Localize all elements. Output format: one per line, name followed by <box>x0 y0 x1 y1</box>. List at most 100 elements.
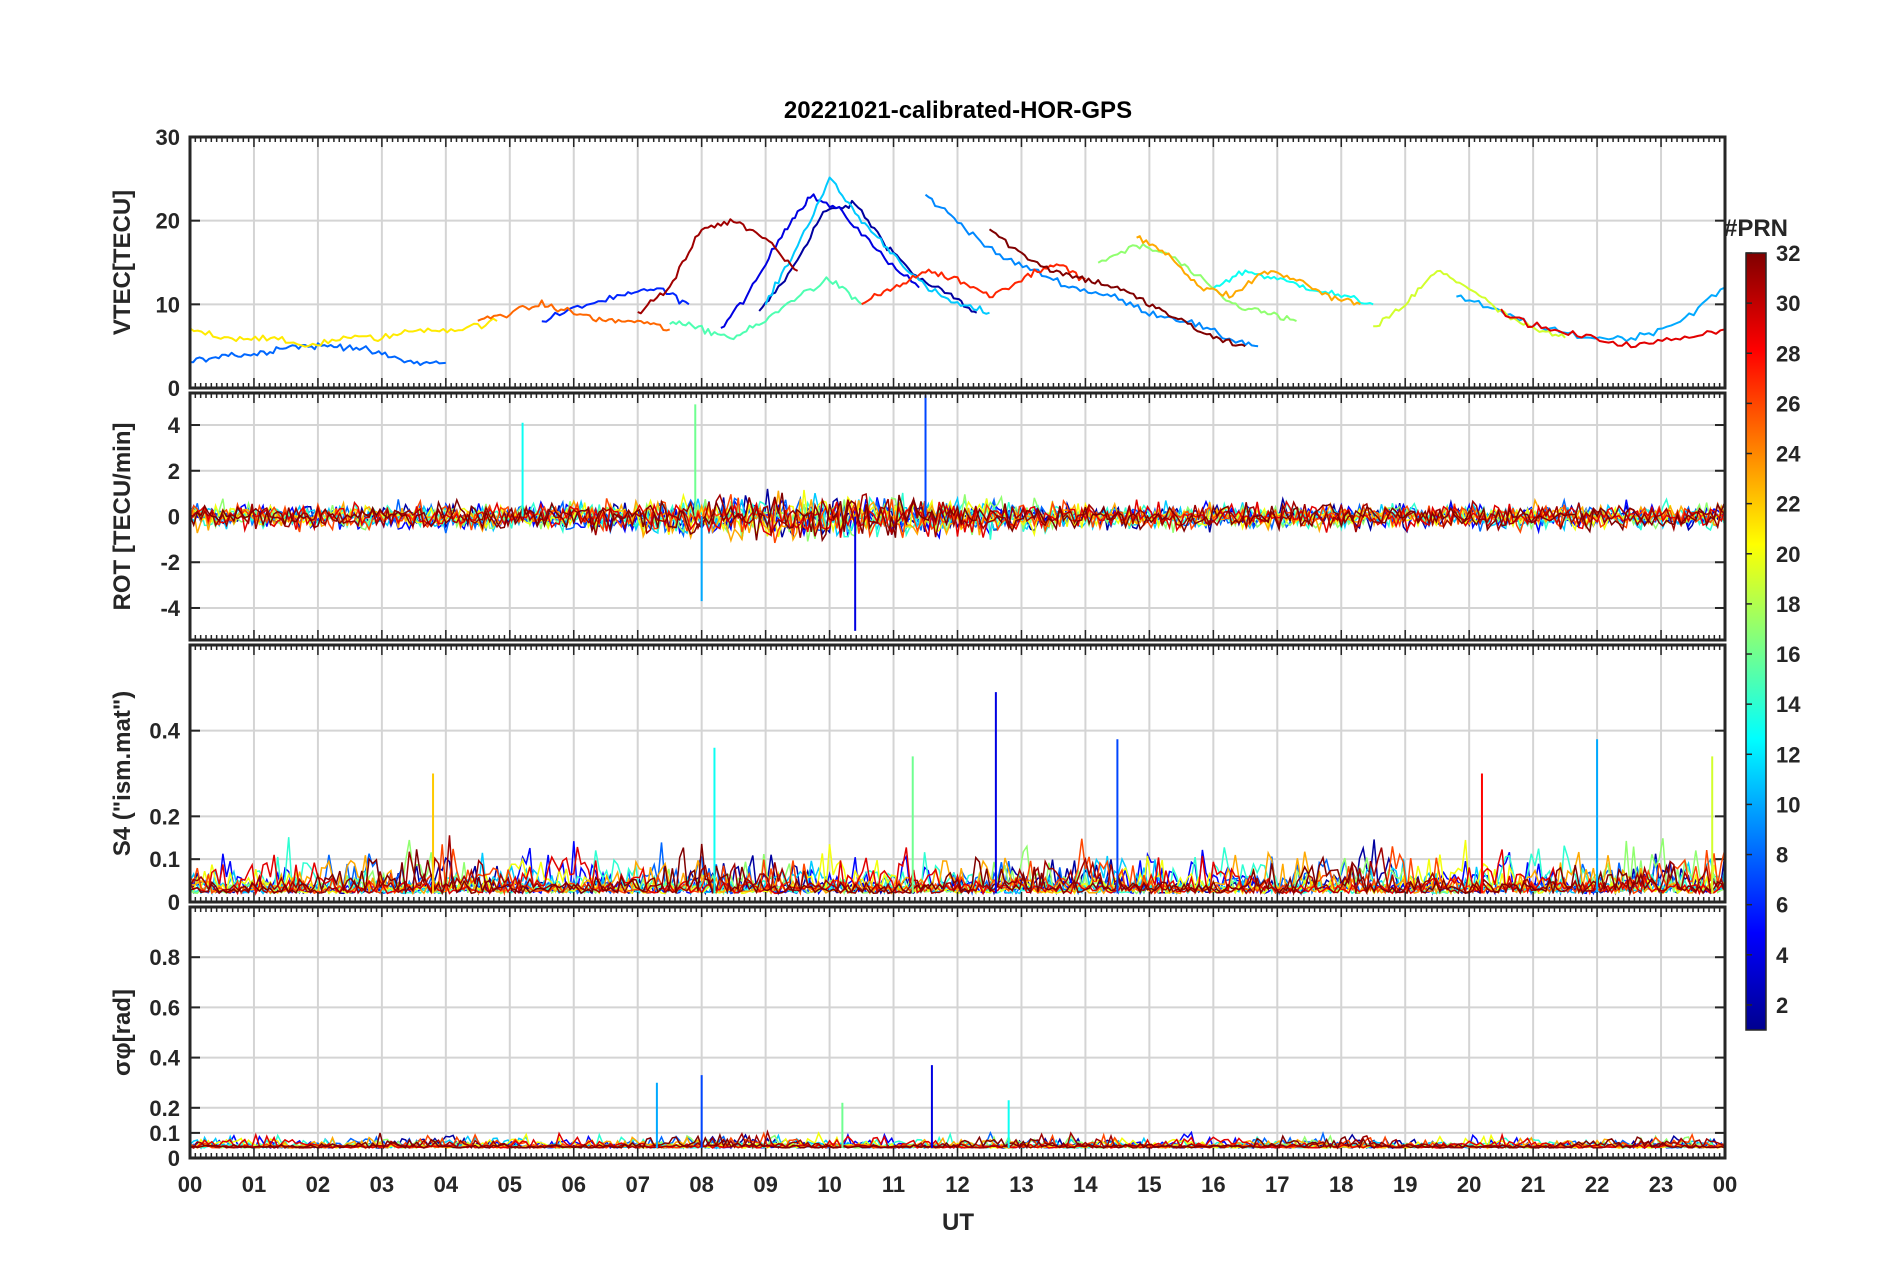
x-tick-label: 22 <box>1585 1172 1609 1197</box>
panel-rot-ytick-label: 0 <box>168 505 180 530</box>
panel-rot-data <box>190 395 1725 631</box>
vtec-series-prn-23 <box>1136 235 1361 306</box>
x-tick-label: 06 <box>562 1172 586 1197</box>
panel-sigma_phi-ytick-label: 0.4 <box>149 1046 180 1071</box>
vtec-series-prn-21 <box>190 317 498 348</box>
colorbar-tick-label: 26 <box>1776 391 1800 416</box>
panel-rot-ytick-label: -4 <box>160 596 180 621</box>
vtec-series-prn-17 <box>1097 243 1297 323</box>
panel-rot-ytick-label: -2 <box>160 550 180 575</box>
x-tick-label: 10 <box>817 1172 841 1197</box>
panel-vtec-ytick-label: 20 <box>156 209 180 234</box>
x-tick-label: 00 <box>178 1172 202 1197</box>
x-tick-label: 15 <box>1137 1172 1161 1197</box>
panel-sigma_phi-ytick-label: 0.1 <box>149 1121 180 1146</box>
panel-sigma_phi-ytick-label: 0.8 <box>149 945 180 970</box>
x-tick-labels: 00 01 02 03 04 05 06 07 08 09 10 11 12 13 14 15 16 17 18 19… <box>178 1172 1737 1197</box>
vtec-series-prn-9 <box>924 193 1259 348</box>
panel-vtec-ylabel: VTEC[TECU] <box>109 190 136 335</box>
chart-title: 20221021-calibrated-HOR-GPS <box>784 97 1132 124</box>
x-axis-label: UT <box>942 1209 974 1236</box>
vtec-series-prn-32 <box>988 228 1246 348</box>
panel-vtec-ytick-label: 0 <box>168 376 180 401</box>
x-tick-label: 17 <box>1265 1172 1289 1197</box>
x-tick-label: 01 <box>242 1172 266 1197</box>
colorbar-tick-label: 10 <box>1776 792 1800 817</box>
rot-trace-prn-31 <box>190 492 1725 538</box>
panel-rot: -4 -2 0 2 4 ROT [TECU/min] <box>109 391 1727 642</box>
panel-vtec: 0 10 20 30 VTEC[TECU] <box>109 125 1727 401</box>
panel-s4-ytick-label: 0.1 <box>149 847 180 872</box>
panel-rot-ylabel: ROT [TECU/min] <box>109 423 136 611</box>
x-tick-label: 12 <box>945 1172 969 1197</box>
panel-vtec-ytick-label: 10 <box>156 292 180 317</box>
x-tick-label: 04 <box>434 1172 459 1197</box>
vtec-series-prn-29 <box>1500 308 1725 349</box>
vtec-series-prn-25 <box>477 299 670 332</box>
panel-sigma_phi-data <box>190 1065 1725 1150</box>
colorbar-tick-label: 18 <box>1776 592 1800 617</box>
panel-sigma_phi-ytick-label: 0.6 <box>149 995 180 1020</box>
x-tick-label: 05 <box>498 1172 522 1197</box>
x-tick-label: 21 <box>1521 1172 1545 1197</box>
panel-sigma_phi: 00.10.2 0.4 0.6 0.8 σφ[rad] <box>109 905 1727 1171</box>
vtec-series-prn-4 <box>720 193 920 329</box>
panel-s4-ytick-label: 0.4 <box>149 719 180 744</box>
panel-rot-ytick-label: 2 <box>168 459 180 484</box>
s4-trace-prn-26 <box>190 838 1725 897</box>
x-tick-label: 09 <box>753 1172 777 1197</box>
colorbar-tick-label: 30 <box>1776 291 1800 316</box>
x-tick-label: 07 <box>625 1172 649 1197</box>
panel-vtec-data <box>190 176 1725 366</box>
colorbar-gradient <box>1745 252 1767 1031</box>
x-tick-label: 19 <box>1393 1172 1417 1197</box>
x-tick-label: 14 <box>1073 1172 1098 1197</box>
x-tick-label: 13 <box>1009 1172 1033 1197</box>
colorbar-tick-label: 32 <box>1776 241 1800 266</box>
colorbar-tick-label: 24 <box>1776 442 1801 467</box>
colorbar-tick-label: 8 <box>1776 843 1788 868</box>
panel-sigma_phi-ytick-label: 0 <box>168 1146 180 1171</box>
colorbar-tick-label: 22 <box>1776 492 1800 517</box>
vtec-series-prn-8 <box>190 342 446 366</box>
colorbar-tick-label: 20 <box>1776 542 1800 567</box>
panel-sigma_phi-ylabel: σφ[rad] <box>109 989 136 1076</box>
panel-rot-ytick-label: 4 <box>168 413 181 438</box>
colorbar-tick-label: 28 <box>1776 341 1800 366</box>
x-tick-label: 11 <box>882 1172 905 1197</box>
x-tick-label: 18 <box>1329 1172 1353 1197</box>
x-tick-label: 00 <box>1713 1172 1737 1197</box>
panel-s4-ytick-label: 0 <box>168 890 180 915</box>
panel-vtec-ytick-label: 30 <box>156 125 180 150</box>
panel-s4: 0 0.1 0.2 0.4 S4 ("ism.mat") <box>109 643 1727 915</box>
vtec-series-prn-13 <box>1212 269 1374 306</box>
vtec-series-prn-11 <box>764 176 990 315</box>
vtec-series-prn-31 <box>637 218 799 315</box>
x-tick-label: 20 <box>1457 1172 1481 1197</box>
colorbar-tick-label: 4 <box>1776 943 1789 968</box>
rot-trace-prn-32 <box>190 492 1725 543</box>
colorbar-tick-label: 16 <box>1776 642 1800 667</box>
panel-s4-ylabel: S4 ("ism.mat") <box>109 691 136 856</box>
colorbar-tick-label: 6 <box>1776 893 1788 918</box>
s4-trace-prn-32 <box>190 843 1725 897</box>
vtec-series-prn-6 <box>541 287 690 323</box>
colorbar-tick-label: 12 <box>1776 742 1800 767</box>
x-tick-label: 16 <box>1201 1172 1225 1197</box>
colorbar-label: #PRN <box>1724 215 1788 242</box>
x-tick-label: 03 <box>370 1172 394 1197</box>
x-tick-label: 08 <box>689 1172 713 1197</box>
colorbar-tick-label: 2 <box>1776 993 1788 1018</box>
sigma_phi-trace-prn-32 <box>190 1132 1725 1150</box>
vtec-series-prn-2 <box>758 199 978 314</box>
colorbar-tick-label: 14 <box>1776 692 1801 717</box>
panel-sigma_phi-ytick-label: 0.2 <box>149 1096 180 1121</box>
vtec-series-prn-15 <box>669 276 863 341</box>
x-tick-label: 23 <box>1649 1172 1673 1197</box>
panel-s4-ytick-label: 0.2 <box>149 804 180 829</box>
x-tick-label: 02 <box>306 1172 330 1197</box>
